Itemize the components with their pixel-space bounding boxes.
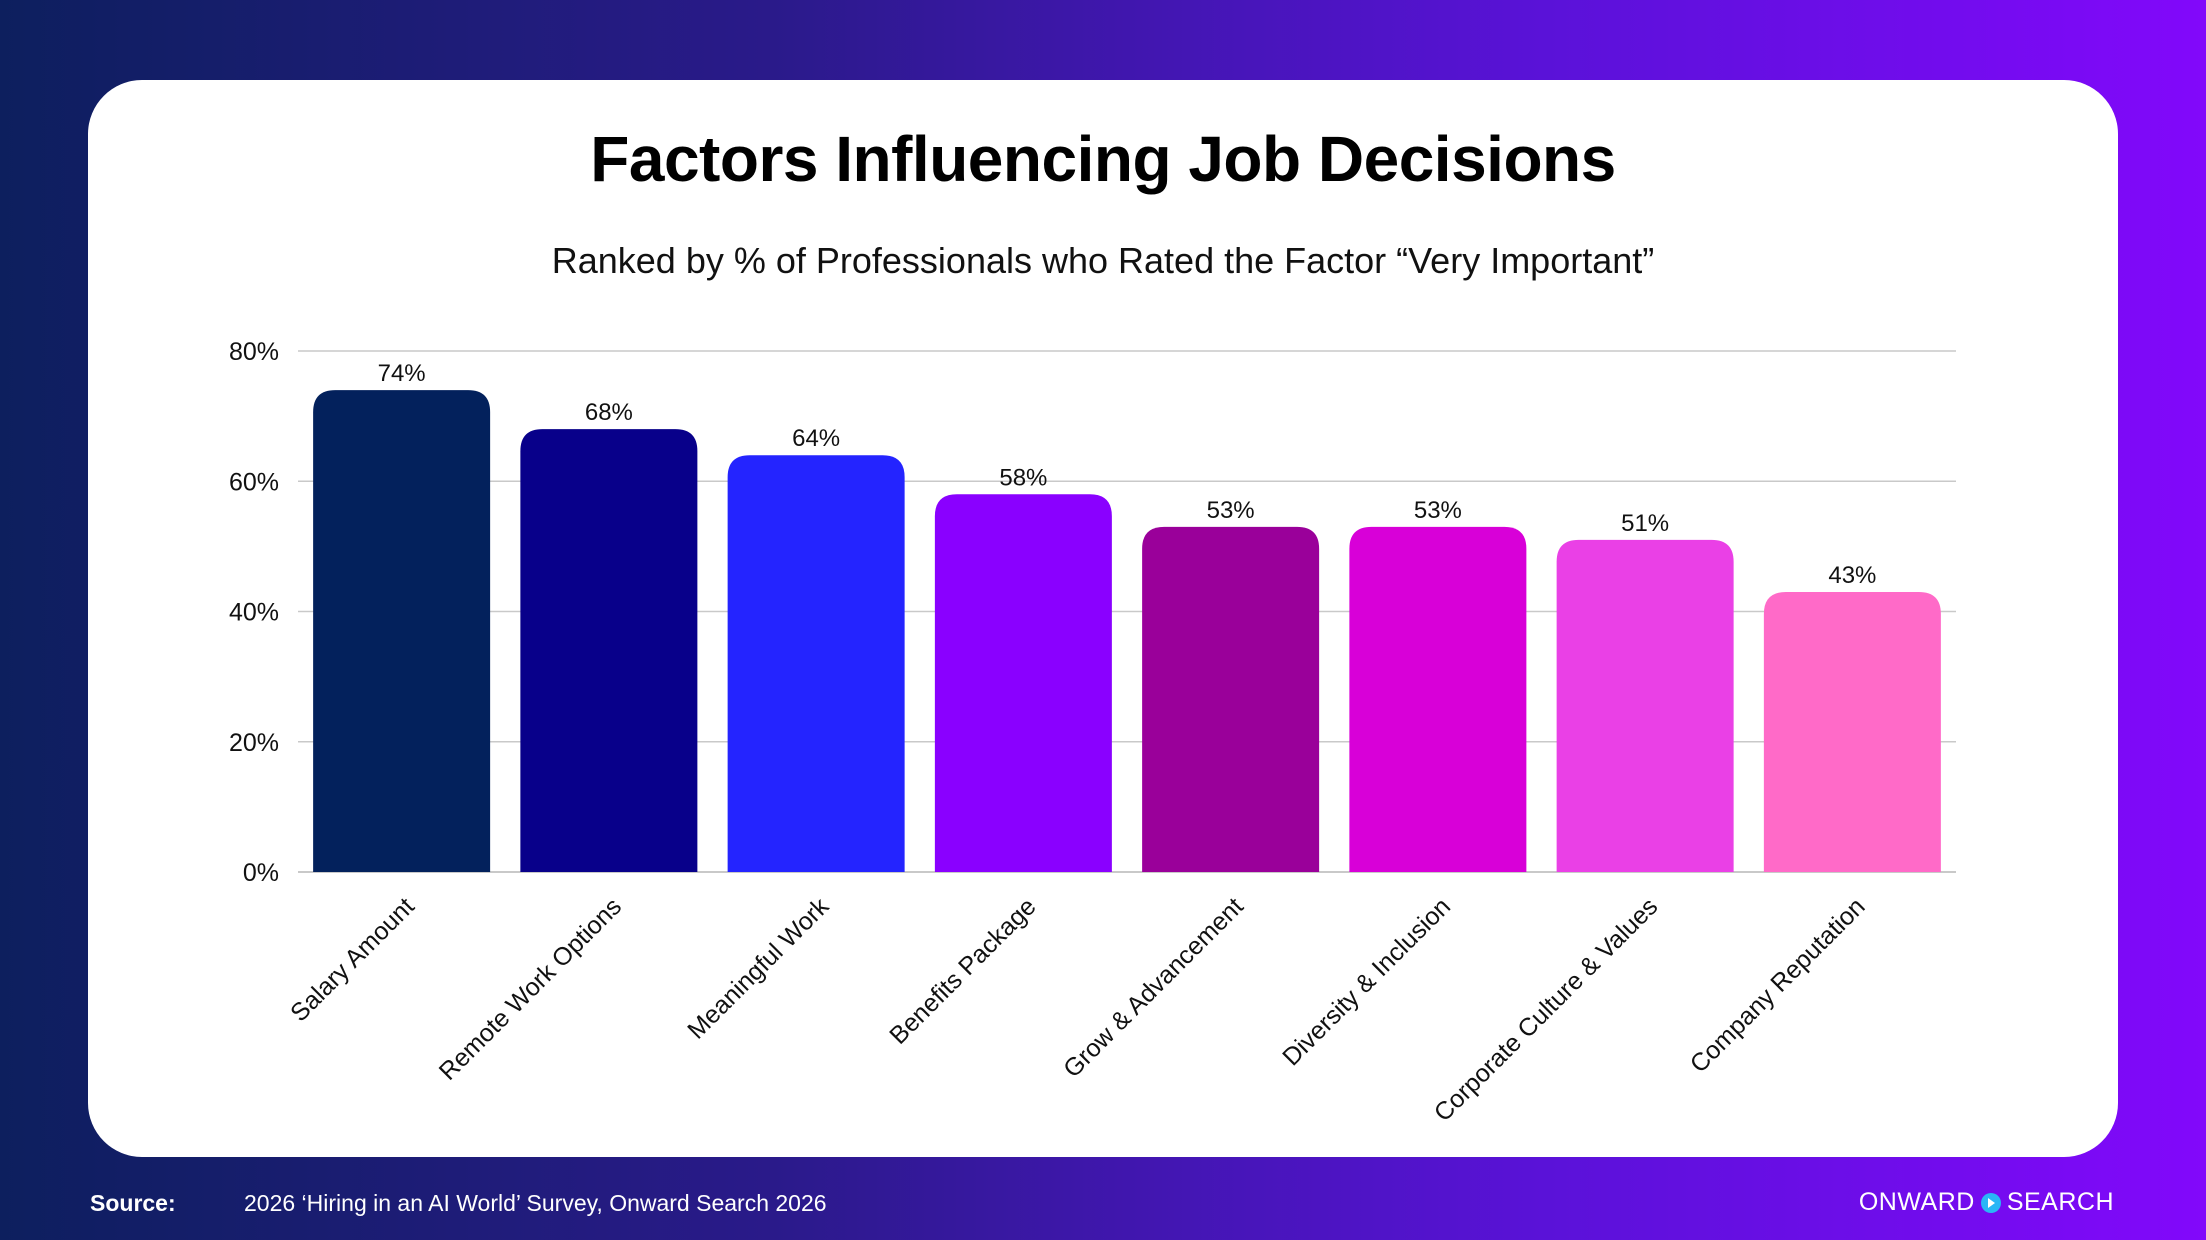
y-tick-label: 40% <box>229 599 279 627</box>
value-label: 68% <box>585 399 633 426</box>
chevron-circle-icon <box>1980 1192 2001 1213</box>
y-tick-label: 0% <box>243 859 279 887</box>
value-label: 43% <box>1828 562 1876 589</box>
x-tick-label: Corporate Culture & Values <box>1429 892 1664 1127</box>
chart-card: Factors Influencing Job Decisions Ranked… <box>88 80 2118 1157</box>
x-tick-label: Meaningful Work <box>682 892 834 1044</box>
x-tick-label: Company Reputation <box>1685 892 1871 1078</box>
x-tick-label: Diversity & Inclusion <box>1277 892 1456 1071</box>
onward-search-logo: ONWARD SEARCH <box>1859 1188 2114 1217</box>
value-label: 53% <box>1414 497 1462 524</box>
y-axis-ticks: 0% 20% 40% 60% 80% <box>229 338 279 887</box>
x-tick-label: Remote Work Options <box>434 892 627 1085</box>
value-label: 51% <box>1621 510 1669 537</box>
value-label: 64% <box>792 425 840 452</box>
value-label: 74% <box>378 360 426 387</box>
bar-2 <box>520 429 698 872</box>
value-label: 53% <box>1207 497 1255 524</box>
bar-1 <box>313 390 491 872</box>
chart-title: Factors Influencing Job Decisions <box>590 123 1616 195</box>
value-labels: 74% 68% 64% 58% 53% 53% 51% 43% <box>378 360 1877 589</box>
bar-4 <box>934 494 1112 872</box>
x-tick-label: Benefits Package <box>884 892 1041 1049</box>
logo-text-left: ONWARD <box>1858 1188 1975 1216</box>
bar-7 <box>1556 539 1734 872</box>
source-text: 2026 ‘Hiring in an AI World’ Survey, Onw… <box>244 1190 827 1216</box>
bar-8 <box>1763 591 1941 872</box>
bar-5 <box>1142 526 1320 872</box>
value-label: 58% <box>999 464 1047 491</box>
logo-text-right: SEARCH <box>2006 1188 2114 1216</box>
y-tick-label: 80% <box>229 338 279 366</box>
y-tick-label: 60% <box>229 468 279 496</box>
chart-subtitle: Ranked by % of Professionals who Rated t… <box>551 240 1655 281</box>
bar-6 <box>1349 526 1527 872</box>
y-tick-label: 20% <box>229 729 279 757</box>
x-tick-label: Grow & Advancement <box>1058 892 1249 1083</box>
bar-chart: 0%20%40%60%80% 74%68%64%58%53% 53% 51%43% … <box>229 338 1956 1127</box>
bar-3 <box>727 455 905 872</box>
source-label: Source: <box>90 1190 176 1216</box>
bars <box>313 390 1941 872</box>
x-tick-label: Salary Amount <box>285 892 420 1027</box>
x-axis-labels: Salary Amount Remote Work Options Meaningf… <box>285 892 1871 1127</box>
